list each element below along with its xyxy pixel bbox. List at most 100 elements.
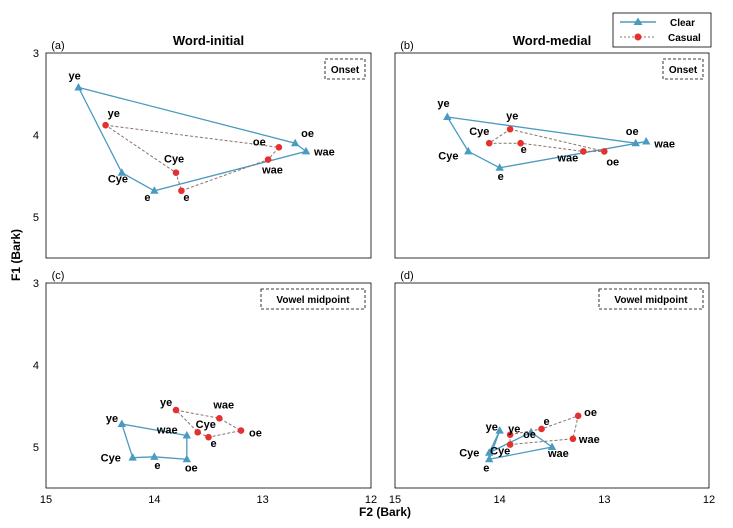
- y-tick-label: 5: [33, 442, 39, 454]
- clear-point-oe: [182, 454, 192, 463]
- casual-point-ye: [506, 125, 514, 133]
- casual-point-oe: [237, 427, 245, 434]
- clear-point-oe: [290, 138, 300, 147]
- panel-2: (c) 3 4 5 15 14 13 12 Vowel midpoint ye wae oe e Cye y…: [33, 270, 377, 506]
- point-label: oe: [185, 462, 198, 474]
- casual-point-oe: [275, 144, 283, 151]
- point-label: e: [498, 171, 504, 183]
- clear-point-oe: [631, 138, 640, 147]
- panel-title: Word-initial: [173, 33, 244, 48]
- clear-point-ye: [117, 419, 127, 428]
- x-tick-label: 14: [494, 494, 506, 506]
- point-label: Cye: [438, 150, 458, 162]
- clear-point-ye: [443, 112, 452, 120]
- legend-frame: [612, 12, 712, 48]
- panel-0: (a) Word-initial 3 4 5 Onset ye oe wae e Cye ye oe wa…: [33, 33, 372, 259]
- plot-area: [45, 282, 372, 489]
- y-tick-label: 3: [33, 48, 39, 60]
- x-axis-label: F2 (Bark): [359, 505, 411, 519]
- point-label: ye: [506, 110, 518, 122]
- x-tick-label: 14: [148, 494, 160, 506]
- clear-vowel-polygon: [120, 423, 188, 461]
- position-box: [598, 288, 704, 310]
- casual-point-wae: [264, 156, 272, 163]
- point-label: ye: [508, 424, 520, 436]
- clear-point-e: [150, 186, 159, 194]
- panel-letter: (a): [51, 40, 64, 52]
- point-label: e: [154, 460, 160, 472]
- plot-area: [45, 52, 372, 259]
- casual-point-Cye: [194, 428, 201, 436]
- legend-clear-marker: [633, 17, 643, 25]
- casual-vowel-polygon: [509, 415, 579, 446]
- casual-point-Cye: [506, 441, 514, 448]
- y-tick-label: 4: [33, 130, 39, 142]
- casual-point-wae: [216, 415, 223, 422]
- x-tick-label: 13: [598, 494, 610, 506]
- casual-point-oe: [574, 412, 582, 420]
- casual-point-oe: [601, 148, 608, 155]
- clear-point-oe: [526, 427, 536, 436]
- clear-point-e: [485, 454, 494, 463]
- position-box: [662, 58, 704, 80]
- point-label: oe: [523, 429, 536, 441]
- point-label: oe: [249, 428, 262, 440]
- legend-casual-marker: [634, 33, 642, 41]
- panel-letter: (d): [400, 270, 413, 282]
- point-label: e: [144, 192, 150, 204]
- casual-point-Cye: [485, 139, 493, 147]
- casual-vowel-polygon: [105, 124, 280, 192]
- position-box: [260, 288, 366, 310]
- point-label: ye: [160, 397, 172, 409]
- point-label: Cye: [108, 174, 128, 186]
- clear-point-e: [150, 452, 159, 460]
- panel-letter: (b): [400, 40, 413, 52]
- clear-point-Cye: [485, 448, 494, 456]
- position-label: Vowel midpoint: [276, 295, 350, 306]
- plot-area: [394, 52, 710, 259]
- casual-point-e: [517, 139, 524, 147]
- point-label: wae: [156, 425, 178, 437]
- point-label: e: [211, 438, 217, 450]
- legend: Clear Casual: [612, 12, 712, 48]
- x-tick-label: 15: [40, 494, 52, 506]
- casual-point-Cye: [172, 169, 180, 177]
- point-label: oe: [253, 136, 266, 148]
- point-label: wae: [653, 139, 675, 151]
- point-label: wae: [547, 448, 569, 460]
- point-label: oe: [606, 156, 619, 168]
- point-label: ye: [108, 108, 120, 120]
- y-tick-label: 5: [33, 212, 39, 224]
- position-label: Onset: [331, 65, 360, 76]
- point-label: e: [183, 192, 189, 204]
- y-tick-label: 3: [33, 278, 39, 290]
- point-label: Cye: [490, 446, 510, 458]
- clear-point-wae: [642, 137, 651, 145]
- point-label: wae: [578, 434, 600, 446]
- point-label: oe: [584, 407, 597, 419]
- legend-clear-label: Clear: [670, 18, 695, 29]
- point-label: wae: [556, 152, 578, 164]
- point-label: oe: [626, 126, 639, 138]
- casual-point-ye: [506, 431, 514, 439]
- clear-vowel-polygon: [446, 116, 647, 169]
- point-label: Cye: [469, 126, 489, 138]
- clear-point-wae: [547, 442, 557, 450]
- clear-point-ye: [495, 426, 504, 434]
- point-label: e: [544, 416, 550, 428]
- casual-point-e: [178, 187, 185, 195]
- point-label: ye: [437, 98, 449, 110]
- clear-point-wae: [301, 146, 311, 155]
- point-label: Cye: [459, 448, 479, 460]
- plot-area: [394, 282, 710, 489]
- casual-point-e: [538, 425, 545, 433]
- panel-1: (b) Word-medial Onset ye oe wae e Cye ye oe wae e Cy…: [394, 33, 710, 259]
- legend-casual-label: Casual: [668, 33, 701, 44]
- point-label: ye: [106, 413, 118, 425]
- point-label: e: [483, 462, 489, 474]
- casual-point-ye: [172, 406, 180, 414]
- clear-point-Cye: [464, 146, 473, 155]
- casual-point-wae: [569, 435, 577, 443]
